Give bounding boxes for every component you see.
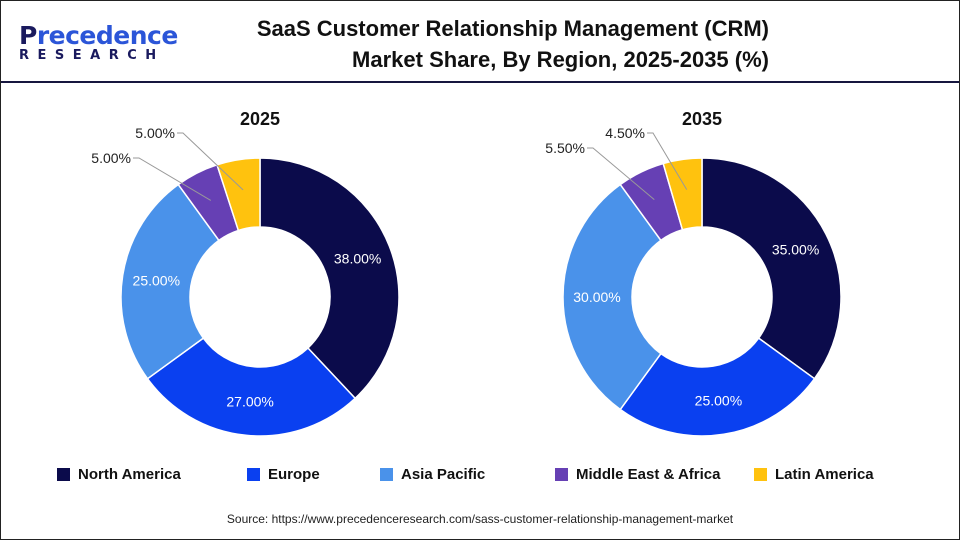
donut-2025: 2025 38.00% 27.00% 25.00% 5.00%5.00% xyxy=(91,109,400,437)
donut-title: 2025 xyxy=(240,109,280,129)
logo: Precedence RESEARCH xyxy=(19,21,178,63)
slice-asia-pacific xyxy=(562,183,662,411)
data-label: 35.00% xyxy=(772,241,819,257)
data-label: 5.50% xyxy=(545,140,585,156)
legend-item-europe: Europe xyxy=(247,466,380,483)
legend-label: Latin America xyxy=(775,466,874,483)
legend-swatch xyxy=(380,468,393,481)
slice-asia-pacific xyxy=(120,183,220,380)
legend: North America Europe Asia Pacific Middle… xyxy=(57,466,959,483)
data-label: 5.00% xyxy=(135,125,175,141)
data-label: 25.00% xyxy=(133,273,180,289)
legend-label: North America xyxy=(78,466,181,483)
data-label: 30.00% xyxy=(573,289,620,305)
leader-line xyxy=(177,132,244,191)
chart-title: SaaS Customer Relationship Management (C… xyxy=(256,16,769,72)
slice-europe xyxy=(146,337,357,437)
data-label: 27.00% xyxy=(226,394,273,410)
legend-item-middle-east-africa: Middle East & Africa xyxy=(555,466,754,483)
leader-line xyxy=(133,157,212,201)
logo-subtext: RESEARCH xyxy=(19,48,165,63)
leader-line xyxy=(587,147,655,201)
legend-swatch xyxy=(555,468,568,481)
legend-item-asia-pacific: Asia Pacific xyxy=(380,466,555,483)
slice-north-america xyxy=(701,157,842,380)
donut-2035: 2035 35.00% 25.00% 30.00% 5.50% 4.50% xyxy=(545,109,842,437)
legend-label: Asia Pacific xyxy=(401,466,486,483)
legend-label: Middle East & Africa xyxy=(576,466,721,483)
data-label: 25.00% xyxy=(695,393,742,409)
data-label: 5.00% xyxy=(91,150,131,166)
legend-swatch xyxy=(754,468,767,481)
legend-label: Europe xyxy=(268,466,320,483)
source-text: Source: https://www.precedenceresearch.c… xyxy=(226,512,734,526)
legend-item-north-america: North America xyxy=(57,466,247,483)
slice-europe xyxy=(619,337,816,437)
data-label: 4.50% xyxy=(605,125,645,141)
legend-swatch xyxy=(247,468,260,481)
logo-text: Precedence xyxy=(19,21,178,50)
donut-title: 2035 xyxy=(682,109,722,129)
legend-swatch xyxy=(57,468,70,481)
leader-line xyxy=(647,132,688,190)
slice-latin-america xyxy=(662,157,703,231)
legend-item-latin-america: Latin America xyxy=(754,466,874,483)
slice-north-america xyxy=(259,157,400,400)
header-divider xyxy=(1,81,959,83)
data-label: 38.00% xyxy=(334,250,381,266)
